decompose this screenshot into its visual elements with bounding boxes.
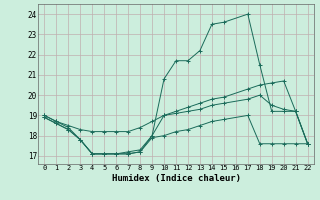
X-axis label: Humidex (Indice chaleur): Humidex (Indice chaleur) (111, 174, 241, 183)
